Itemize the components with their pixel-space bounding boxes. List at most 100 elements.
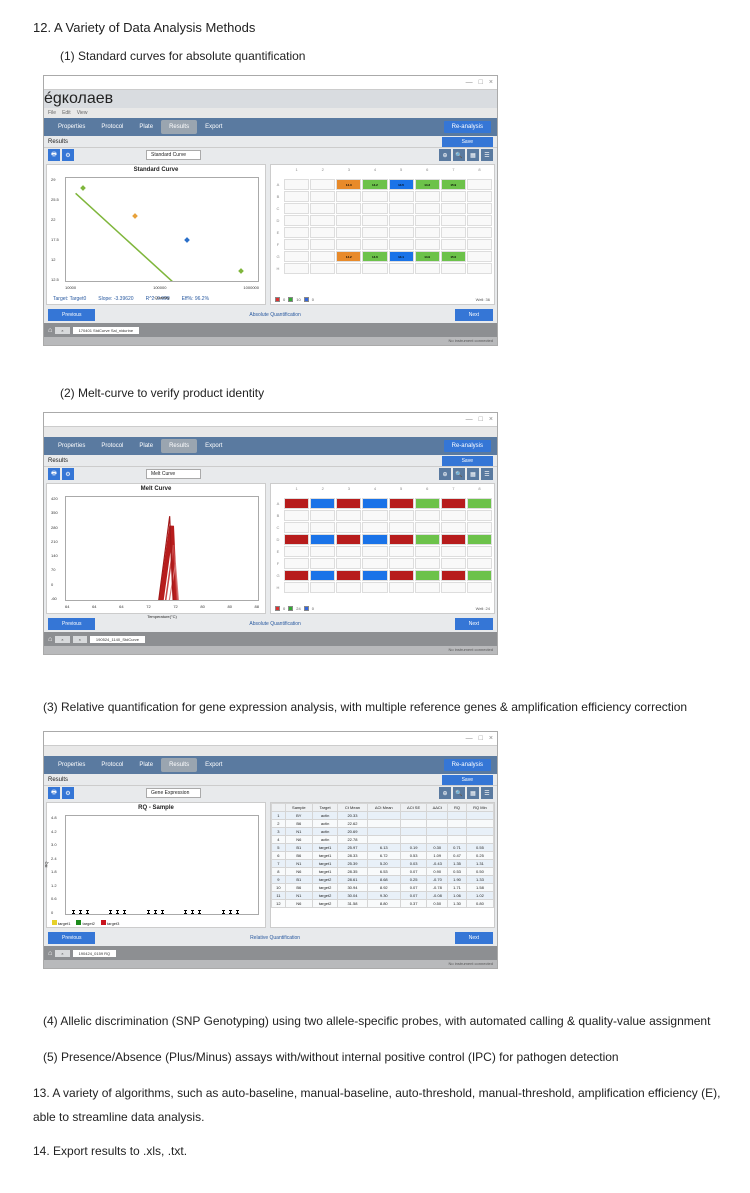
y-axis-label: RQ <box>44 862 49 868</box>
reanalysis-button[interactable]: Re-analysis <box>444 440 491 452</box>
sub-1: (1) Standard curves for absolute quantif… <box>60 49 735 63</box>
tab-protocol[interactable]: Protocol <box>93 120 131 134</box>
menu-view[interactable]: View <box>77 110 88 116</box>
next-button[interactable]: Next <box>455 932 493 944</box>
tab-results[interactable]: Results <box>161 439 197 453</box>
reanalysis-button[interactable]: Re-analysis <box>444 121 491 133</box>
tab-protocol[interactable]: Protocol <box>93 758 131 772</box>
table-icon[interactable]: ☰ <box>481 787 493 799</box>
previous-button[interactable]: Previous <box>48 309 95 321</box>
save-button[interactable]: Save <box>442 137 493 147</box>
minimize-icon[interactable]: — <box>466 79 473 86</box>
save-button[interactable]: Save <box>442 775 493 785</box>
maximize-icon[interactable]: □ <box>479 416 483 423</box>
menu-bar: File Edit View <box>44 108 497 118</box>
settings-icon[interactable]: ⚙ <box>62 468 74 480</box>
tab-protocol[interactable]: Protocol <box>93 439 131 453</box>
chart-title: Melt Curve <box>47 484 265 494</box>
toolbar: 🖶 ⚙ Melt Curve ⊕ 🔍 ▦ ☰ <box>44 467 497 481</box>
mode-label: Absolute Quantification <box>95 621 454 627</box>
tab-plate[interactable]: Plate <box>131 120 161 134</box>
tab-properties[interactable]: Properties <box>50 758 93 772</box>
table-icon[interactable]: ☰ <box>481 149 493 161</box>
mode-label: Absolute Quantification <box>95 312 454 318</box>
status-tab[interactable]: × <box>55 950 69 957</box>
sub-bar: Results Save <box>44 455 497 467</box>
heading-13: 13. A variety of algorithms, such as aut… <box>33 1081 735 1129</box>
grid-icon[interactable]: ▦ <box>467 787 479 799</box>
tab-properties[interactable]: Properties <box>50 120 93 134</box>
chart-type-dropdown[interactable]: Gene Expression <box>146 788 201 798</box>
save-button[interactable]: Save <box>442 456 493 466</box>
status-tab[interactable]: × <box>55 636 69 643</box>
maximize-icon[interactable]: □ <box>479 735 483 742</box>
search-icon[interactable]: 🔍 <box>453 787 465 799</box>
status-tab[interactable]: × <box>55 327 69 334</box>
next-button[interactable]: Next <box>455 618 493 630</box>
grid-icon[interactable]: ▦ <box>467 149 479 161</box>
tab-plate[interactable]: Plate <box>131 439 161 453</box>
close-icon[interactable]: × <box>489 735 493 742</box>
tab-plate[interactable]: Plate <box>131 758 161 772</box>
zoom-icon[interactable]: ⊕ <box>439 149 451 161</box>
tab-properties[interactable]: Properties <box>50 439 93 453</box>
maximize-icon[interactable]: □ <box>479 79 483 86</box>
grid-icon[interactable]: ▦ <box>467 468 479 480</box>
search-icon[interactable]: 🔍 <box>453 149 465 161</box>
zoom-icon[interactable]: ⊕ <box>439 468 451 480</box>
tab-export[interactable]: Export <box>197 120 230 134</box>
heading-14: 14. Export results to .xls, .txt. <box>33 1139 735 1163</box>
sub-4: (4) Allelic discrimination (SNP Genotypi… <box>43 1009 735 1033</box>
sub-5: (5) Presence/Absence (Plus/Minus) assays… <box>43 1045 735 1069</box>
close-icon[interactable]: × <box>489 416 493 423</box>
well-legend: 0 24 0 <box>275 606 314 611</box>
well-count: Well: 36 <box>476 297 490 302</box>
data-table[interactable]: SampleTargetCt MeanΔCt MeanΔCt SEΔΔCtRQR… <box>270 802 495 928</box>
toolbar: 🖶 ⚙ Standard Curve ⊕ 🔍 ▦ ☰ <box>44 148 497 162</box>
next-button[interactable]: Next <box>455 309 493 321</box>
print-icon[interactable]: 🖶 <box>48 787 60 799</box>
previous-button[interactable]: Previous <box>48 932 95 944</box>
reanalysis-button[interactable]: Re-analysis <box>444 759 491 771</box>
bottom-nav: Previous Absolute Quantification Next <box>44 307 497 323</box>
title-bar: — □ × <box>44 732 497 746</box>
standard-curve-chart: Standard Curve 2925.52217.51212.5 100001… <box>46 164 266 305</box>
file-tab[interactable]: 190424_0159 RQ <box>73 950 117 957</box>
app-window-rq: — □ × Properties Protocol Plate Results … <box>43 731 498 969</box>
app-window-stdcurve: — □ × égколаев File Edit View Properties… <box>43 75 498 346</box>
status-bar: ⌂ × × 190524_1140_StdCurve <box>44 632 497 646</box>
chart-type-dropdown[interactable]: Melt Curve <box>146 469 201 479</box>
menu-bar <box>44 427 497 437</box>
menu-bar <box>44 746 497 756</box>
tab-results[interactable]: Results <box>161 120 197 134</box>
menu-file[interactable]: File <box>48 110 56 116</box>
well-plate-panel: 12345678ABCDEFGH 0 24 0 Well: 24 <box>270 483 495 614</box>
menu-edit[interactable]: Edit <box>62 110 71 116</box>
file-tab[interactable]: 190524_1140_StdCurve <box>90 636 145 643</box>
tab-results[interactable]: Results <box>161 758 197 772</box>
mode-label: Relative Quantification <box>95 935 454 941</box>
minimize-icon[interactable]: — <box>466 735 473 742</box>
file-tab[interactable]: 170401 StdCurve Sal_nidurine <box>73 327 139 334</box>
plot-area[interactable] <box>65 815 259 915</box>
tab-export[interactable]: Export <box>197 439 230 453</box>
connection-status: No instrument connected <box>44 960 497 968</box>
bottom-nav: Previous Relative Quantification Next <box>44 930 497 946</box>
search-icon[interactable]: 🔍 <box>453 468 465 480</box>
chart-type-dropdown[interactable]: Standard Curve <box>146 150 201 160</box>
zoom-icon[interactable]: ⊕ <box>439 787 451 799</box>
table-icon[interactable]: ☰ <box>481 468 493 480</box>
tab-export[interactable]: Export <box>197 758 230 772</box>
plot-area[interactable] <box>65 177 259 282</box>
print-icon[interactable]: 🖶 <box>48 149 60 161</box>
settings-icon[interactable]: ⚙ <box>62 149 74 161</box>
app-window-melt: — □ × Properties Protocol Plate Results … <box>43 412 498 655</box>
settings-icon[interactable]: ⚙ <box>62 787 74 799</box>
plot-area[interactable] <box>65 496 259 601</box>
close-icon[interactable]: × <box>489 79 493 86</box>
status-bar: ⌂ × 170401 StdCurve Sal_nidurine <box>44 323 497 337</box>
previous-button[interactable]: Previous <box>48 618 95 630</box>
minimize-icon[interactable]: — <box>466 416 473 423</box>
print-icon[interactable]: 🖶 <box>48 468 60 480</box>
status-tab-2[interactable]: × <box>73 636 87 643</box>
